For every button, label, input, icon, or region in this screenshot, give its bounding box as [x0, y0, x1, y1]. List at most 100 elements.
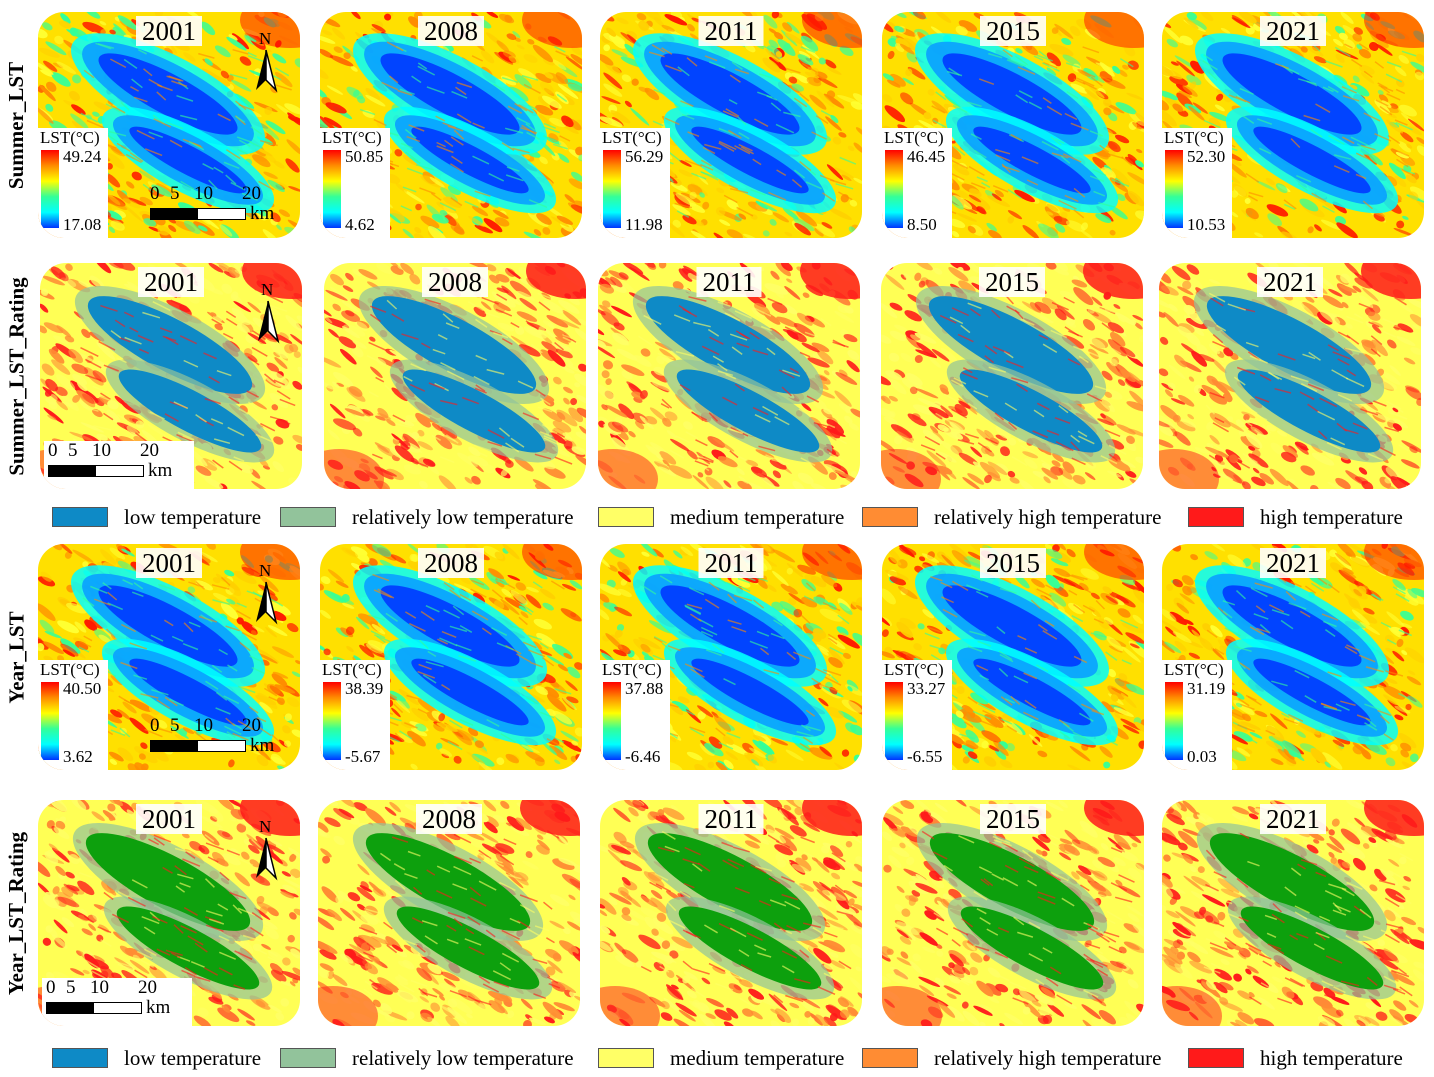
north-arrow-icon: N — [250, 29, 284, 94]
colorbar-gradient — [885, 682, 903, 760]
colorbar-gradient — [41, 682, 59, 760]
scale-tick: 20 — [140, 440, 159, 461]
colorbar-gradient — [1165, 682, 1183, 760]
colorbar-title: LST(°C) — [1164, 660, 1224, 679]
colorbar-title: LST(°C) — [602, 660, 662, 679]
legend-swatch — [862, 507, 918, 527]
scale-bar-graphic — [150, 208, 246, 220]
colorbar-max: 33.27 — [907, 679, 946, 698]
north-label: N — [259, 29, 272, 48]
lst-surface — [318, 800, 580, 1026]
map-panel: 2021 LST(°C) 31.19 0.03 — [1162, 544, 1424, 770]
lst-surface — [320, 12, 582, 238]
year-label: 2001 — [136, 548, 202, 578]
north-arrow-icon: N — [250, 817, 284, 882]
map-panel: 2008 LST(°C) 50.85 4.62 — [320, 12, 582, 238]
colorbar: LST(°C) 40.50 3.62 — [38, 660, 108, 770]
colorbar-min: -6.46 — [625, 747, 661, 766]
legend-label: relatively low temperature — [352, 1045, 574, 1070]
row-label-text: Summer_LST — [4, 61, 29, 189]
colorbar: LST(°C) 46.45 8.50 — [882, 128, 952, 238]
legend-item: relatively low temperature — [280, 504, 574, 530]
map-panel: 2021 — [1159, 263, 1421, 489]
scale-unit: km — [250, 735, 275, 756]
colorbar-min: -5.67 — [345, 747, 381, 766]
map-panel: 2021 — [1162, 800, 1424, 1026]
colorbar: LST(°C) 38.39 -5.67 — [320, 660, 390, 770]
colorbar-min: 11.98 — [625, 215, 663, 234]
legend-swatch — [280, 507, 336, 527]
year-label: 2011 — [698, 804, 764, 834]
year-label: 2008 — [418, 16, 484, 46]
legend-item: medium temperature — [598, 1045, 844, 1071]
legend-label: relatively high temperature — [934, 1045, 1162, 1070]
colorbar-max: 46.45 — [907, 147, 946, 166]
year-label: 2011 — [696, 267, 762, 297]
legend-swatch — [280, 1048, 336, 1068]
colorbar-max: 38.39 — [345, 679, 384, 698]
lst-surface — [882, 12, 1144, 238]
colorbar-title: LST(°C) — [884, 128, 944, 147]
lst-surface — [600, 12, 862, 238]
legend-label: high temperature — [1260, 1045, 1403, 1070]
legend-swatch — [598, 507, 654, 527]
colorbar-max: 56.29 — [625, 147, 664, 166]
colorbar: LST(°C) 31.19 0.03 — [1162, 660, 1232, 770]
north-arrow-icon: N — [250, 562, 284, 626]
colorbar-gradient — [323, 150, 341, 228]
row-label-text: Summer_LST_Rating — [4, 276, 29, 476]
lst-surface — [600, 800, 862, 1026]
scale-tick: 20 — [242, 715, 261, 736]
legend-item: relatively high temperature — [862, 504, 1161, 530]
lst-surface — [324, 263, 586, 489]
year-label: 2021 — [1260, 804, 1326, 834]
scale-bar-graphic — [48, 465, 144, 477]
colorbar-title: LST(°C) — [602, 128, 662, 147]
rating-legend: low temperature relatively low temperatur… — [52, 504, 1422, 530]
north-arrow-icon: N — [252, 281, 286, 345]
map-panel: 2011 LST(°C) 37.88 -6.46 — [600, 544, 862, 770]
map-panel: 2001 LST(°C) 49.24 17.08 N 0 5 10 20 km — [38, 12, 300, 238]
row-label: Summer_LST — [0, 12, 34, 238]
legend-label: medium temperature — [670, 504, 845, 529]
scale-unit: km — [250, 203, 275, 224]
colorbar-gradient — [885, 150, 903, 228]
scale-tick: 10 — [194, 715, 213, 736]
year-label: 2015 — [980, 804, 1046, 834]
map-panel: 2015 — [881, 263, 1143, 489]
map-panel: 2001 N 0 5 10 20 km — [38, 800, 300, 1026]
north-arrow-shape — [256, 49, 278, 93]
map-panel: 2015 — [882, 800, 1144, 1026]
scale-tick: 5 — [170, 715, 180, 736]
legend-label: medium temperature — [670, 1045, 845, 1070]
colorbar-title: LST(°C) — [40, 660, 100, 679]
colorbar-max: 49.24 — [63, 147, 102, 166]
colorbar: LST(°C) 37.88 -6.46 — [600, 660, 670, 770]
row-label-text: Year_LST_Rating — [4, 831, 29, 995]
colorbar-min: -6.55 — [907, 747, 943, 766]
scale-tick: 0 — [46, 977, 56, 998]
year-label: 2015 — [979, 267, 1045, 297]
scale-bar: 0 5 10 20 km — [146, 716, 296, 770]
colorbar-gradient — [1165, 150, 1183, 228]
map-panel: 2015 LST(°C) 46.45 8.50 — [882, 12, 1144, 238]
year-label: 2021 — [1257, 267, 1323, 297]
legend-item: relatively high temperature — [862, 1045, 1161, 1071]
legend-item: relatively low temperature — [280, 1045, 574, 1071]
colorbar: LST(°C) 49.24 17.08 — [38, 128, 108, 238]
map-panel: 2011 — [600, 800, 862, 1026]
colorbar-title: LST(°C) — [884, 660, 944, 679]
lst-surface — [1162, 12, 1424, 238]
lst-surface — [1162, 800, 1424, 1026]
scale-tick: 20 — [138, 977, 157, 998]
lst-surface — [1159, 263, 1421, 489]
colorbar-title: LST(°C) — [40, 128, 100, 147]
map-panel: 2008 LST(°C) 38.39 -5.67 — [320, 544, 582, 770]
north-label: N — [259, 817, 272, 836]
scale-tick: 5 — [170, 183, 180, 204]
colorbar-gradient — [603, 150, 621, 228]
legend-item: low temperature — [52, 504, 261, 530]
scale-bar-graphic — [150, 740, 246, 752]
map-panel: 2008 — [324, 263, 586, 489]
rating-legend: low temperature relatively low temperatur… — [52, 1045, 1422, 1071]
